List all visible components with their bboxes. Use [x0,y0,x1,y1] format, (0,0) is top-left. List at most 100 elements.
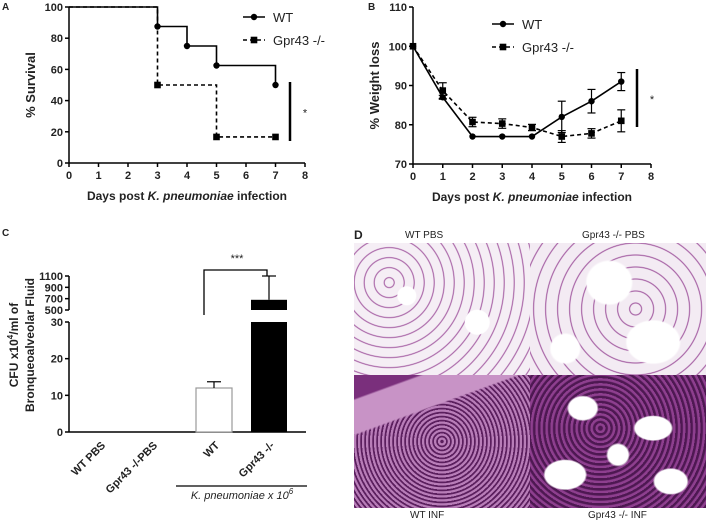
histology-label-gpr43-inf: Gpr43 -/- INF [588,510,647,521]
x-tick-label: 4 [529,171,536,183]
histology-wt-pbs [354,243,530,375]
data-point-square [498,120,506,127]
y-tick-label: 30 [51,317,63,329]
series-line-1 [412,45,622,138]
series-line-0 [412,45,622,138]
data-point-square [439,87,447,94]
legend-marker [499,20,507,28]
y-tick-label: 110 [389,2,407,14]
legend-marker [250,13,258,21]
histology-label-wt-pbs: WT PBS [405,230,444,241]
x-tick-label: 5 [559,171,565,183]
group-label: K. pneumoniae x 106 [191,487,294,502]
y-tick-label: 900 [45,282,63,294]
significance-bracket [203,269,268,315]
y-tick-label: 0 [57,158,63,170]
data-point-square [154,81,161,89]
data-point-square [558,133,566,140]
data-point-circle [588,98,595,105]
data-point-circle [183,42,191,50]
y-tick-label: 700 [45,294,63,306]
legend-label: WT [522,17,542,32]
bar [195,387,233,433]
x-tick-label: 8 [302,170,308,182]
x-tick-label: 2 [125,170,131,182]
x-tick-label: 7 [272,170,278,182]
x-tick-label: 8 [648,171,654,183]
x-tick-label: 3 [499,171,505,183]
series-line-1 [69,6,276,138]
data-point-square [469,118,476,126]
data-point-square [272,133,279,141]
x-tick-label: 2 [469,171,475,183]
x-tick-label: 3 [154,170,160,182]
histology-gpr43-pbs [530,243,706,375]
y-tick-label: 80 [51,33,63,45]
histology-gpr43-inf [530,375,706,508]
x-tick-label: 6 [243,170,249,182]
data-point-square [213,133,220,141]
panel-label-a: A [2,2,10,13]
y-tick-label: 80 [395,120,407,132]
significance-label: * [303,108,308,120]
data-point-circle [213,62,220,69]
panel-label-b: B [368,2,376,13]
histology-label-wt-inf: WT INF [410,510,445,521]
data-point-circle [528,133,536,140]
x-category-label: WT PBS [69,440,108,479]
data-point-circle [469,133,476,140]
x-axis-label: Days post K. pneumoniae infection [87,189,287,203]
histology-wt-inf [354,375,530,508]
y-tick-label: 100 [389,41,407,53]
bar-upper [251,299,287,310]
y-tick-label: 70 [395,159,407,171]
x-category-label: Gpr43 -/-PBS [104,440,160,496]
y-tick-label: 1100 [39,271,63,283]
y-tick-label: 40 [51,96,63,108]
legend-marker [499,43,507,51]
y-axis-label-line2: Bronqueoalveolar Fluid [23,278,37,412]
x-tick-label: 0 [410,171,416,183]
y-tick-label: 90 [395,81,407,93]
histology-label-gpr43-pbs: Gpr43 -/- PBS [582,230,645,241]
y-tick-label: 500 [45,305,63,317]
data-point-circle [499,133,506,140]
x-axis-label: Days post K. pneumoniae infection [432,190,632,204]
y-tick-label: 60 [51,64,63,76]
significance-label: *** [231,253,245,265]
panel-label-d: D [354,228,363,242]
y-tick-label: 20 [51,127,63,139]
y-tick-label: 100 [45,2,63,14]
y-tick-label: 0 [57,427,63,439]
data-point-square [617,117,625,125]
x-tick-label: 0 [66,170,72,182]
y-axis-label: % Weight loss [367,42,382,130]
x-tick-label: 5 [213,170,219,182]
legend-marker [250,36,258,44]
legend-label: Gpr43 -/- [273,33,325,48]
legend-label: Gpr43 -/- [522,40,574,55]
data-point-circle [272,81,279,89]
x-tick-label: 1 [440,171,446,183]
y-axis-label-line1: CFU x104/ml of [6,302,21,387]
x-tick-label: 1 [95,170,101,182]
bar-lower [251,322,287,432]
significance-label: * [650,94,655,106]
y-tick-label: 10 [51,390,63,402]
x-tick-label: 7 [618,171,624,183]
x-category-label: Gpr43 -/- [237,439,278,480]
data-point-circle [558,113,565,121]
data-point-square [588,130,595,137]
panel-label-c: C [2,228,10,239]
x-category-label: WT [202,439,223,460]
x-tick-label: 6 [588,171,594,183]
legend-label: WT [273,10,293,25]
data-point-circle [618,78,625,85]
series-line-0 [69,6,277,85]
y-axis-label: % Survival [23,52,38,118]
x-tick-label: 4 [184,170,191,182]
y-tick-label: 20 [51,354,63,366]
data-point-square [528,124,536,131]
